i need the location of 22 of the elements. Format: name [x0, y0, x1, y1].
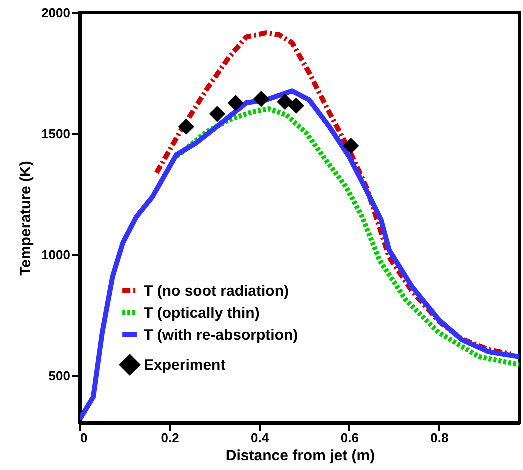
y-tick-label: 1500 [42, 126, 70, 142]
x-tick-label: 0.8 [430, 430, 449, 446]
point [253, 91, 270, 108]
point [277, 94, 294, 110]
legend-label: T (optically thin) [144, 305, 260, 322]
legend-label: T (no soot radiation) [144, 283, 289, 300]
x-tick-label: 0.6 [340, 430, 359, 446]
point [228, 94, 244, 112]
y-axis-title: Temperature (K) [18, 161, 35, 276]
legend-label: Experiment [144, 357, 226, 374]
x-tick-label: 0.4 [251, 430, 270, 446]
point [209, 106, 226, 122]
x-axis-title: Distance from jet (m) [226, 448, 376, 464]
y-tick-label: 1000 [42, 248, 70, 263]
legend-label: T (with re-absorption) [144, 327, 298, 344]
x-tick-label: 0 [80, 430, 88, 446]
point [343, 138, 360, 154]
point [288, 98, 304, 114]
point [178, 118, 194, 136]
x-tick-label: 0.2 [161, 430, 180, 446]
y-tick-label: 500 [48, 368, 70, 384]
y-tick-label: 2000 [42, 6, 70, 20]
